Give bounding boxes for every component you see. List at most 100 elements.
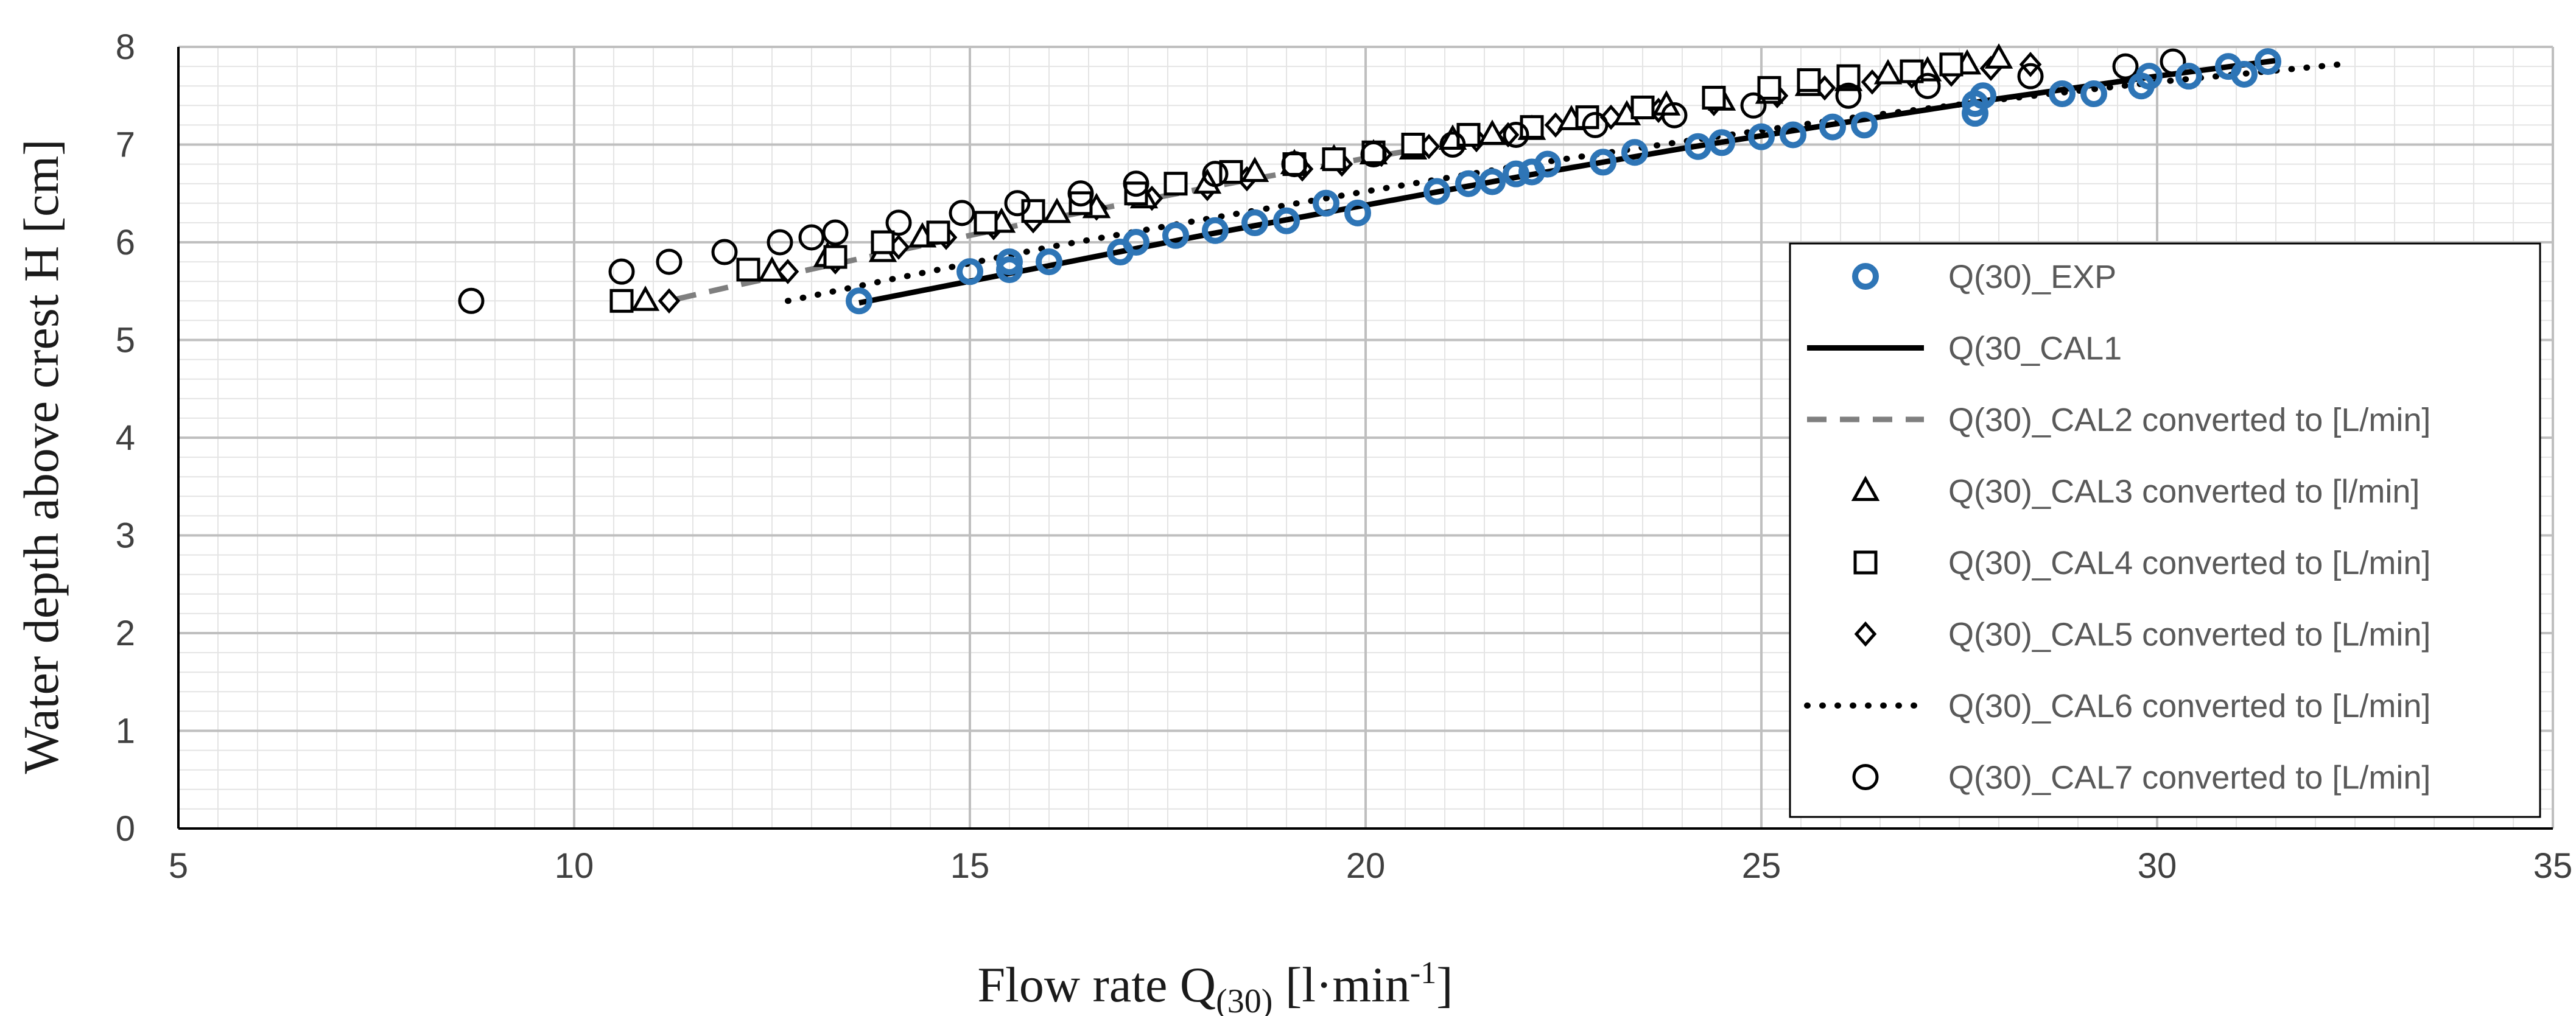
data-point [823, 245, 848, 269]
data-point [656, 248, 683, 275]
legend-label: Q(30)_EXP [1948, 259, 2116, 295]
legend-label: Q(30)_CAL5 converted to [L/min] [1948, 617, 2430, 653]
data-point [1503, 160, 1529, 187]
legend-marker-swatch [1853, 550, 1878, 575]
data-point [631, 286, 660, 311]
x-tick-label: 15 [950, 846, 990, 886]
data-point [1621, 139, 1648, 166]
data-point [2049, 80, 2076, 108]
data-point [1873, 58, 1903, 85]
x-tick-labels: 5 10 15 20 25 30 35 [169, 846, 2572, 886]
data-point [2080, 80, 2107, 108]
data-point [1004, 190, 1031, 217]
data-point [1240, 156, 1269, 182]
data-point [1748, 123, 1775, 150]
x-tick-label: 25 [1742, 846, 1781, 886]
data-point [1360, 141, 1387, 168]
data-point [1344, 199, 1371, 226]
legend-label: Q(30_CAL1 [1948, 331, 2122, 367]
x-axis-title: Flow rate Q(30) [l·min-1] [977, 956, 1453, 1016]
data-point [1702, 85, 1726, 110]
data-point [1478, 119, 1507, 145]
data-point [1582, 111, 1609, 138]
data-point [2136, 63, 2163, 90]
data-point [1439, 131, 1466, 158]
x-tick-label: 10 [555, 846, 594, 886]
x-axis-title-unit-close: ] [1436, 957, 1453, 1012]
data-point [1123, 229, 1149, 256]
data-point [996, 248, 1023, 276]
data-point [608, 258, 635, 285]
y-tick-labels: 0 1 2 3 4 5 6 7 8 [116, 27, 135, 849]
legend: Q(30)_EXP Q(30_CAL1 Q(30)_CAL2 converted t… [1789, 242, 2541, 818]
data-point [1851, 111, 1878, 139]
data-point [949, 200, 975, 226]
data-point [1042, 197, 1072, 223]
legend-label: Q(30)_CAL6 converted to [L/min] [1948, 688, 2430, 724]
data-point [798, 224, 825, 251]
data-point [1708, 129, 1735, 156]
x-axis-title-subscript: (30) [1216, 983, 1272, 1016]
data-point [1456, 122, 1481, 147]
y-tick-label: 0 [116, 809, 135, 849]
data-point [822, 219, 849, 246]
data-point [846, 287, 872, 315]
data-point [1685, 133, 1711, 160]
data-point [1423, 178, 1450, 205]
x-tick-label: 35 [2533, 846, 2573, 886]
legend-marker-swatch [1854, 621, 1877, 647]
data-point [1067, 180, 1094, 207]
data-point [1590, 149, 1616, 176]
data-point [1281, 151, 1308, 178]
y-tick-label: 6 [116, 223, 135, 262]
legend-marker-swatch [1852, 263, 1879, 290]
data-point [1970, 82, 1996, 110]
data-point [1401, 133, 1425, 156]
data-point [974, 211, 998, 235]
legend-item: Q(30)_CAL4 converted to [L/min] [1853, 545, 2430, 581]
data-point [1273, 207, 1300, 234]
data-point [1780, 121, 1806, 149]
data-point [1757, 75, 1781, 100]
data-point [458, 287, 485, 314]
data-point [658, 288, 681, 314]
legend-label: Q(30)_CAL7 converted to [L/min] [1948, 760, 2430, 796]
data-point [2160, 48, 2186, 75]
legend-item: Q(30)_CAL3 converted to [l/min] [1851, 474, 2420, 510]
x-axis-title-superscript: -1 [1410, 956, 1436, 990]
y-tick-label: 5 [116, 321, 135, 360]
data-point [1322, 147, 1346, 172]
y-tick-label: 2 [116, 614, 135, 653]
data-point [1021, 199, 1045, 223]
legend-box [1789, 242, 2541, 818]
data-point [757, 256, 787, 282]
data-point [1163, 172, 1188, 196]
x-tick-label: 5 [169, 846, 188, 886]
x-tick-label: 30 [2138, 846, 2177, 886]
data-point [1123, 170, 1149, 197]
data-point [1202, 217, 1229, 244]
data-point [885, 209, 912, 236]
data-point [2231, 60, 2258, 88]
y-tick-label: 3 [116, 516, 135, 556]
x-axis-title-unit: [l·min [1272, 957, 1409, 1012]
data-point [1835, 82, 1862, 109]
data-point [1036, 248, 1062, 276]
legend-item: Q(30)_CAL7 converted to [L/min] [1852, 760, 2430, 796]
data-point [1819, 113, 1846, 141]
data-point [767, 229, 793, 256]
data-point [1534, 150, 1561, 178]
legend-marker-swatch [1852, 764, 1879, 790]
y-tick-label: 4 [116, 418, 135, 458]
axes [177, 47, 2553, 830]
legend-label: Q(30)_CAL2 converted to [L/min] [1948, 402, 2430, 438]
data-point [1544, 112, 1567, 138]
data-point [609, 289, 634, 313]
y-tick-label: 7 [116, 125, 135, 165]
y-tick-label: 8 [116, 27, 135, 67]
series-layer [458, 43, 2342, 315]
legend-item: Q(30)_CAL6 converted to [L/min] [1804, 688, 2430, 724]
data-point [1313, 189, 1339, 217]
data-point [871, 230, 895, 254]
data-point [2255, 48, 2281, 75]
